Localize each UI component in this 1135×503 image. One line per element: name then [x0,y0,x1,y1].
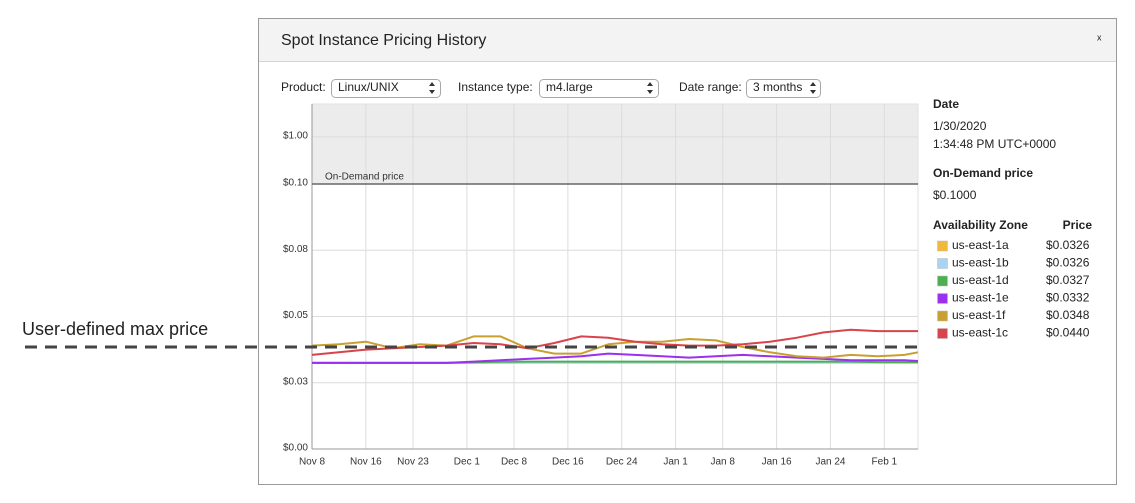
on-demand-heading: On-Demand price [933,166,1033,180]
x-tick-label: Dec 16 [552,457,584,468]
legend-label: us-east-1c [952,326,1008,340]
legend-swatch [937,328,948,339]
zone-heading: Availability Zone [933,218,1028,232]
product-label: Product: [281,80,326,94]
dialog-header [259,19,1116,61]
x-tick-label: Nov 8 [299,457,326,468]
details-panel: Date 1/30/2020 1:34:48 PM UTC+0000 On-De… [933,97,1092,232]
x-tick-label: Dec 8 [501,457,528,468]
date-heading: Date [933,97,959,111]
controls: Product: Linux/UNIX Instance type: m4.la… [281,79,821,98]
select-arrows [429,82,435,94]
select-arrows [647,82,653,94]
range-select[interactable] [746,79,821,98]
product-select[interactable] [331,79,441,98]
price-heading: Price [1063,218,1093,232]
instance-label: Instance type: [458,80,533,94]
legend-label: us-east-1d [952,273,1009,287]
on-demand-price: $0.1000 [933,188,977,202]
x-tick-label: Jan 16 [762,457,792,468]
x-tick-label: Jan 8 [710,457,735,468]
legend-label: us-east-1e [952,291,1009,305]
y-tick-label: $0.00 [283,443,308,454]
legend-swatch [937,293,948,304]
price-line [312,352,919,364]
zone-price: $0.0327 [1046,273,1090,287]
x-tick-label: Feb 1 [872,457,898,468]
x-tick-label: Nov 23 [397,457,429,468]
zone-price: $0.0326 [1046,238,1090,252]
legend-swatch [937,258,948,269]
date: 1/30/2020 [933,119,987,133]
y-tick-label: $0.08 [283,244,308,255]
zone-price: $0.0348 [1046,308,1090,322]
legend-label: us-east-1a [952,238,1009,252]
legend-swatch [937,275,948,287]
on-demand-label: On-Demand price [325,172,404,183]
y-tick-label: $0.05 [283,310,308,321]
product-value: Linux/UNIX [338,80,399,94]
x-tick-label: Jan 1 [663,457,688,468]
select-arrows [810,82,816,94]
y-tick-label: $0.10 [283,178,308,189]
legend-label: us-east-1b [952,256,1009,270]
instance-value: m4.large [546,80,593,94]
zone-price: $0.0440 [1046,326,1090,340]
range-value: 3 months [753,80,802,94]
time: 1:34:48 PM UTC+0000 [933,137,1056,151]
x-tick-label: Nov 16 [350,457,382,468]
annotation-label: User-defined max price [22,319,208,339]
zone-price: $0.0326 [1046,256,1090,270]
range-label: Date range: [679,80,742,94]
y-tick-label: $1.00 [283,131,308,142]
zone-price: $0.0332 [1046,291,1090,305]
legend-swatch [937,310,948,322]
legend-swatch [937,240,948,252]
price-line [311,335,919,359]
instance-select[interactable] [539,79,659,98]
x-tick-label: Jan 24 [815,457,845,468]
x-tick-label: Dec 24 [606,457,638,468]
dialog-title: Spot Instance Pricing History [281,32,486,49]
x-tick-label: Dec 1 [454,457,481,468]
y-tick-label: $0.03 [283,376,308,387]
close-button[interactable]: x [1097,32,1102,42]
legend-label: us-east-1f [952,308,1006,322]
